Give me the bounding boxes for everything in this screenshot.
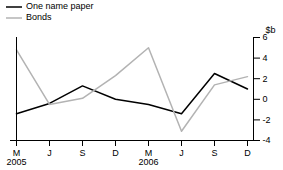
svg-text:J: J bbox=[179, 148, 184, 158]
svg-text:S: S bbox=[211, 148, 217, 158]
svg-text:M2006: M2006 bbox=[138, 148, 158, 167]
svg-text:6: 6 bbox=[262, 32, 268, 43]
svg-text:$b: $b bbox=[265, 25, 275, 35]
svg-text:J: J bbox=[47, 148, 52, 158]
svg-text:-4: -4 bbox=[263, 135, 271, 145]
svg-text:M2005: M2005 bbox=[6, 148, 26, 167]
svg-text:S: S bbox=[79, 148, 85, 158]
svg-text:D: D bbox=[112, 148, 119, 158]
html-text:Bonds: Bonds bbox=[26, 12, 52, 22]
svg-text:D: D bbox=[244, 148, 251, 158]
svg-text:2: 2 bbox=[263, 74, 268, 84]
html-text:One name paper: One name paper bbox=[26, 1, 94, 11]
svg-text:-2: -2 bbox=[263, 115, 271, 125]
svg-text:0: 0 bbox=[263, 94, 268, 104]
svg-text:4: 4 bbox=[263, 53, 268, 63]
